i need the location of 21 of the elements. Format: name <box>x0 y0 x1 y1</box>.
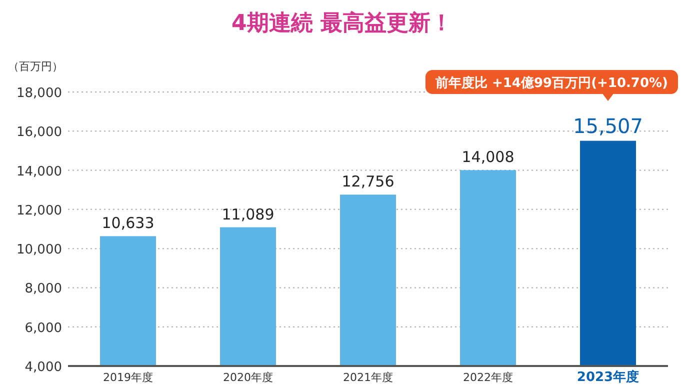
callout-balloon: 前年度比 +14億99百万円(+10.70%) <box>425 70 678 101</box>
y-tick-label: 4,000 <box>24 360 62 375</box>
y-tick-label: 6,000 <box>24 320 62 336</box>
x-tick-label: 2020年度 <box>223 371 273 384</box>
data-label: 11,089 <box>222 205 274 224</box>
x-tick-label: 2022年度 <box>463 371 513 384</box>
y-tick-label: 12,000 <box>16 203 62 218</box>
x-tick-label: 2019年度 <box>103 371 153 384</box>
x-tick-label: 2023年度 <box>576 369 640 385</box>
y-axis-title: （百万円） <box>8 60 63 73</box>
y-tick-label: 16,000 <box>16 125 62 140</box>
chart-title: 4期連続 最高益更新！ <box>232 10 452 36</box>
data-label: 10,633 <box>102 214 154 232</box>
y-tick-label: 8,000 <box>24 282 62 297</box>
y-tick-label: 14,000 <box>16 164 62 180</box>
y-tick-label: 18,000 <box>16 86 62 101</box>
data-label: 15,507 <box>573 114 643 138</box>
y-tick-label: 10,000 <box>16 242 62 258</box>
data-label: 14,008 <box>462 148 514 166</box>
data-label: 12,756 <box>342 172 394 191</box>
x-tick-label: 2021年度 <box>343 371 393 384</box>
